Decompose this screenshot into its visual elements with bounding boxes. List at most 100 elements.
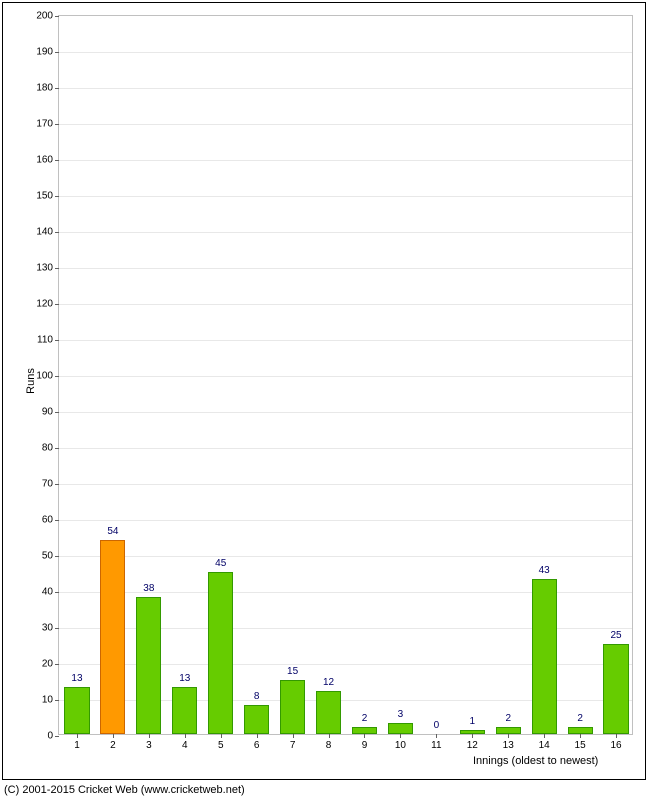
- bar-value-label: 38: [143, 583, 154, 594]
- bar-value-label: 2: [362, 713, 368, 724]
- bar: [316, 691, 341, 734]
- gridline: [59, 448, 632, 449]
- x-tick-mark: [149, 734, 150, 738]
- y-tick-mark: [55, 160, 59, 161]
- y-tick-mark: [55, 124, 59, 125]
- y-tick-mark: [55, 340, 59, 341]
- x-tick-label: 7: [290, 740, 296, 751]
- y-tick-label: 30: [42, 623, 53, 634]
- y-tick-label: 150: [36, 191, 53, 202]
- y-tick-mark: [55, 520, 59, 521]
- bar: [496, 727, 521, 734]
- gridline: [59, 412, 632, 413]
- gridline: [59, 232, 632, 233]
- x-tick-label: 6: [254, 740, 260, 751]
- y-tick-label: 190: [36, 47, 53, 58]
- y-axis-title: Runs: [25, 368, 37, 394]
- y-tick-mark: [55, 592, 59, 593]
- y-tick-label: 70: [42, 479, 53, 490]
- x-tick-label: 10: [395, 740, 406, 751]
- y-tick-label: 200: [36, 11, 53, 22]
- bar-value-label: 0: [434, 720, 440, 731]
- gridline: [59, 484, 632, 485]
- y-tick-label: 100: [36, 371, 53, 382]
- x-tick-label: 1: [74, 740, 80, 751]
- bar: [460, 730, 485, 734]
- y-tick-mark: [55, 268, 59, 269]
- x-tick-mark: [257, 734, 258, 738]
- bar: [172, 687, 197, 734]
- x-axis-title: Innings (oldest to newest): [473, 755, 598, 767]
- bar: [244, 705, 269, 734]
- y-tick-mark: [55, 736, 59, 737]
- x-tick-label: 3: [146, 740, 152, 751]
- gridline: [59, 124, 632, 125]
- y-tick-mark: [55, 376, 59, 377]
- y-tick-label: 110: [37, 335, 53, 346]
- y-tick-mark: [55, 16, 59, 17]
- gridline: [59, 556, 632, 557]
- x-tick-label: 14: [539, 740, 550, 751]
- y-tick-label: 20: [42, 659, 53, 670]
- bar: [603, 644, 628, 734]
- gridline: [59, 520, 632, 521]
- x-tick-mark: [580, 734, 581, 738]
- x-tick-label: 8: [326, 740, 332, 751]
- bar: [388, 723, 413, 734]
- y-tick-mark: [55, 304, 59, 305]
- y-tick-label: 180: [36, 83, 53, 94]
- x-tick-label: 2: [110, 740, 116, 751]
- bar: [568, 727, 593, 734]
- y-tick-mark: [55, 88, 59, 89]
- y-tick-label: 140: [36, 227, 53, 238]
- y-tick-label: 170: [36, 119, 53, 130]
- bar: [64, 687, 89, 734]
- x-tick-label: 13: [503, 740, 514, 751]
- bar-value-label: 3: [398, 709, 404, 720]
- gridline: [59, 268, 632, 269]
- x-tick-mark: [472, 734, 473, 738]
- y-tick-label: 40: [42, 587, 53, 598]
- y-tick-label: 90: [42, 407, 53, 418]
- gridline: [59, 88, 632, 89]
- x-tick-mark: [364, 734, 365, 738]
- x-tick-mark: [544, 734, 545, 738]
- chart-container: 0102030405060708090100110120130140150160…: [0, 0, 650, 800]
- bar-value-label: 2: [505, 713, 511, 724]
- gridline: [59, 304, 632, 305]
- y-tick-mark: [55, 628, 59, 629]
- y-tick-label: 0: [47, 731, 53, 742]
- bar-value-label: 8: [254, 691, 260, 702]
- y-tick-mark: [55, 484, 59, 485]
- y-tick-label: 120: [36, 299, 53, 310]
- bar: [352, 727, 377, 734]
- gridline: [59, 376, 632, 377]
- bar-value-label: 43: [539, 565, 550, 576]
- bar-value-label: 15: [287, 666, 298, 677]
- y-tick-label: 160: [36, 155, 53, 166]
- x-tick-mark: [77, 734, 78, 738]
- gridline: [59, 196, 632, 197]
- bar: [208, 572, 233, 734]
- x-tick-mark: [508, 734, 509, 738]
- bar: [532, 579, 557, 734]
- x-tick-mark: [221, 734, 222, 738]
- bar-value-label: 54: [107, 526, 118, 537]
- x-tick-label: 15: [575, 740, 586, 751]
- x-tick-mark: [436, 734, 437, 738]
- y-tick-mark: [55, 52, 59, 53]
- gridline: [59, 160, 632, 161]
- x-tick-mark: [113, 734, 114, 738]
- y-tick-mark: [55, 664, 59, 665]
- y-tick-label: 60: [42, 515, 53, 526]
- bar-value-label: 13: [179, 673, 190, 684]
- gridline: [59, 340, 632, 341]
- x-tick-mark: [329, 734, 330, 738]
- y-tick-label: 50: [42, 551, 53, 562]
- y-tick-mark: [55, 700, 59, 701]
- y-tick-label: 130: [36, 263, 53, 274]
- y-tick-mark: [55, 412, 59, 413]
- y-tick-mark: [55, 196, 59, 197]
- x-tick-label: 4: [182, 740, 188, 751]
- bar-value-label: 1: [470, 716, 476, 727]
